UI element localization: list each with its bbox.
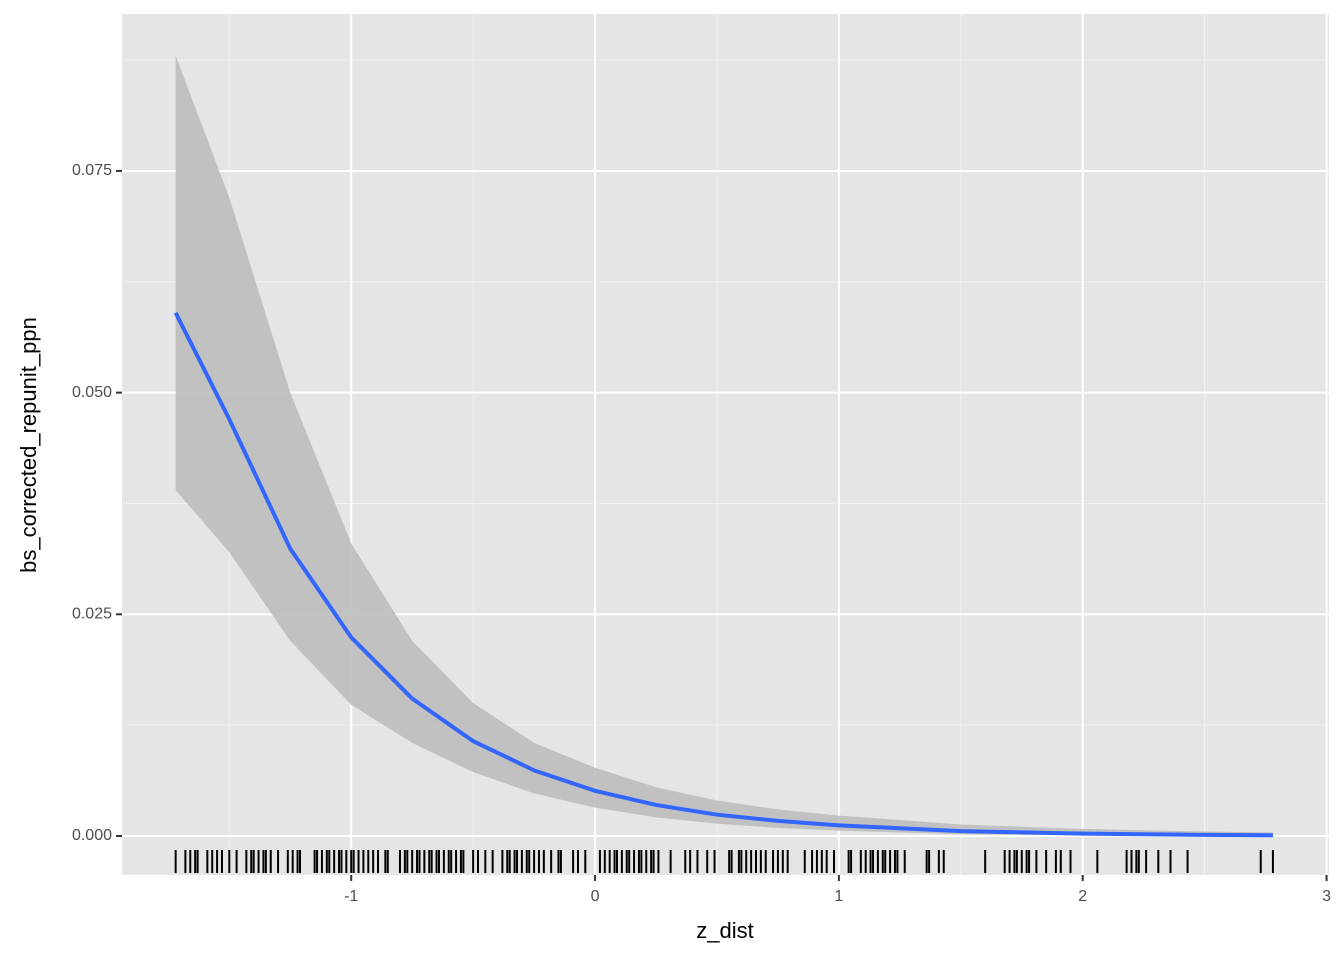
y-tick-label: 0.025 bbox=[72, 606, 112, 623]
panel bbox=[122, 14, 1329, 875]
y-tick-label: 0.050 bbox=[72, 384, 112, 401]
x-tick-label: 1 bbox=[834, 888, 843, 905]
x-tick-label: -1 bbox=[344, 888, 358, 905]
y-axis-title: bs_corrected_repunit_ppn bbox=[16, 317, 41, 573]
x-tick-label: 2 bbox=[1078, 888, 1087, 905]
y-tick-label: 0.075 bbox=[72, 162, 112, 179]
fit-line bbox=[173, 311, 1273, 838]
x-tick-label: 3 bbox=[1322, 888, 1331, 905]
y-tick-label: 0.000 bbox=[72, 827, 112, 844]
x-tick-label: 0 bbox=[591, 888, 600, 905]
x-axis-title: z_dist bbox=[696, 918, 753, 943]
